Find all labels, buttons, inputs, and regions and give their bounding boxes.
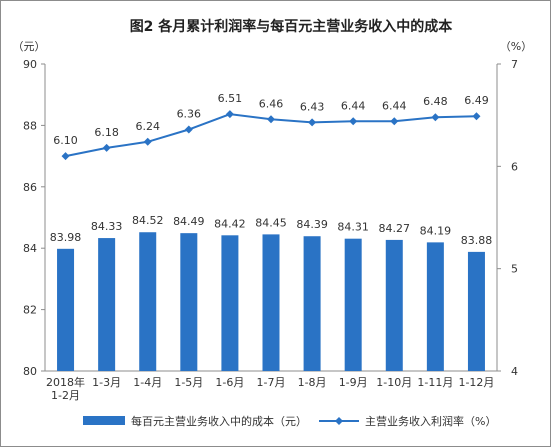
line-data-label: 6.51 <box>218 92 243 105</box>
x-tick-label: 2018年 1-2月 <box>46 375 85 402</box>
bar <box>344 238 362 371</box>
line-point <box>61 152 70 161</box>
line-point <box>184 125 193 134</box>
bar-data-label: 84.33 <box>91 220 123 233</box>
bar <box>139 232 157 371</box>
line-data-label: 6.36 <box>177 107 202 120</box>
line-point <box>390 117 399 126</box>
left-tick-label: 88 <box>23 119 37 132</box>
x-tick-label: 1-5月 <box>174 376 203 389</box>
line-point <box>349 117 358 126</box>
line-data-label: 6.46 <box>259 97 284 110</box>
x-tick-label: 1-10月 <box>376 376 412 389</box>
bar <box>98 238 116 371</box>
x-tick-label: 1-9月 <box>339 376 368 389</box>
bar-data-label: 84.49 <box>173 215 205 228</box>
line-point <box>225 110 234 119</box>
axes: 80 82 84 86 88 90 4 5 6 7 <box>23 58 518 378</box>
x-tick-label: 1-3月 <box>92 376 121 389</box>
bar-data-label: 84.52 <box>132 214 164 227</box>
left-tick-label: 90 <box>23 58 37 71</box>
legend-bar-swatch <box>83 416 125 425</box>
left-tick-label: 80 <box>23 365 37 378</box>
line-point <box>308 118 317 127</box>
legend-line-marker <box>335 417 343 425</box>
right-tick-label: 5 <box>511 263 518 276</box>
line-data-label: 6.44 <box>341 99 366 112</box>
x-tick-label: 1-11月 <box>417 376 453 389</box>
line-data-label: 6.44 <box>382 99 407 112</box>
line-point <box>143 137 152 146</box>
chart-title: 图2 各月累计利润率与每百元主营业务收入中的成本 <box>130 18 454 35</box>
left-tick-label: 86 <box>23 181 37 194</box>
left-tick-label: 84 <box>23 242 37 255</box>
line-data-label: 6.18 <box>94 126 119 139</box>
bar-data-label: 83.88 <box>461 234 493 247</box>
right-tick-label: 4 <box>511 365 518 378</box>
x-tick-label: 1-8月 <box>298 376 327 389</box>
bar-data-label: 84.27 <box>379 222 411 235</box>
line-point <box>472 112 481 121</box>
bar <box>221 235 239 371</box>
bar <box>303 236 321 371</box>
x-tick-label: 1-6月 <box>215 376 244 389</box>
line-data-label: 6.10 <box>53 134 78 147</box>
line-point <box>431 113 440 122</box>
bar <box>180 233 198 371</box>
bar <box>262 234 280 371</box>
bar <box>385 239 403 371</box>
legend: 每百元主营业务收入中的成本（元） 主营业务收入利润率（%） <box>83 414 496 428</box>
bar-data-label: 84.31 <box>337 221 369 234</box>
line-data-label: 6.49 <box>464 94 489 107</box>
line-point <box>267 115 275 124</box>
left-tick-label: 82 <box>23 304 37 317</box>
legend-bar-label: 每百元主营业务收入中的成本（元） <box>131 414 307 428</box>
bar <box>426 242 444 371</box>
line-data-label: 6.24 <box>135 120 160 133</box>
bar <box>467 251 485 371</box>
right-axis-unit: （%） <box>500 40 532 53</box>
bar-data-label: 84.39 <box>296 218 328 231</box>
bar-data-label: 84.19 <box>420 224 452 237</box>
x-tick-label: 1-4月 <box>133 376 162 389</box>
bar-data-label: 84.45 <box>255 216 287 229</box>
legend-line-label: 主营业务收入利润率（%） <box>365 414 496 428</box>
x-axis-ticks: 2018年 1-2月 1-3月 1-4月 1-5月 1-6月 1-7月 1-8月 1-9月 1-1… <box>46 375 494 402</box>
x-tick-label: 1-7月 <box>257 376 286 389</box>
right-tick-label: 6 <box>511 160 518 173</box>
left-axis-unit: （元） <box>13 40 46 53</box>
bar-series: 83.98 84.33 84.52 84.49 84.42 84.45 84.39 84.31… <box>50 214 492 371</box>
right-tick-label: 7 <box>511 58 518 71</box>
bar-data-label: 83.98 <box>50 231 82 244</box>
x-tick-label: 1-12月 <box>458 376 494 389</box>
line-point <box>102 143 111 152</box>
line-data-label: 6.43 <box>300 100 325 113</box>
bar-data-label: 84.42 <box>214 217 246 230</box>
line-series: 6.10 6.18 6.24 6.36 6.51 6.46 6.43 6.44 6.44 6.48… <box>53 92 489 161</box>
bar <box>57 248 75 371</box>
line-data-label: 6.48 <box>423 95 448 108</box>
